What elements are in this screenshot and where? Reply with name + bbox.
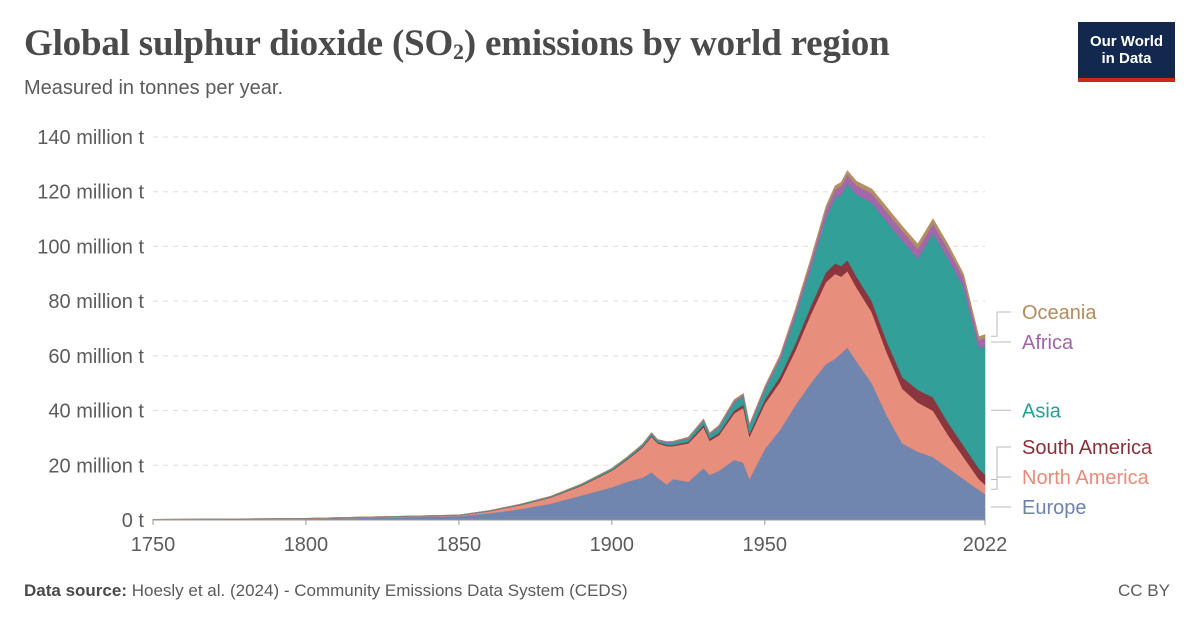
data-source: Data source: Hoesly et al. (2024) - Comm… <box>24 581 628 601</box>
x-tick-label: 1950 <box>743 534 788 556</box>
y-tick-label: 20 million t <box>48 455 144 477</box>
license-link[interactable]: CC BY <box>1118 581 1170 600</box>
y-tick-label: 140 million t <box>37 127 144 149</box>
legend-label-south-america: South America <box>1022 437 1153 459</box>
legend-connector <box>991 446 1011 481</box>
legend-label-north-america: North America <box>1022 467 1150 489</box>
x-tick-label: 1800 <box>284 534 329 556</box>
y-tick-label: 0 t <box>122 510 145 532</box>
data-source-label: Data source: <box>24 581 127 600</box>
legend-label-asia: Asia <box>1022 400 1062 422</box>
logo-line-1: Our World <box>1089 33 1164 50</box>
title-tail: ) emissions by world region <box>463 23 890 64</box>
x-tick-label: 1850 <box>437 534 482 556</box>
owid-logo[interactable]: Our World in Data <box>1078 22 1175 82</box>
y-tick-label: 80 million t <box>48 291 144 313</box>
x-tick-label: 1750 <box>131 534 176 556</box>
y-tick-label: 40 million t <box>48 401 144 423</box>
x-tick-label: 1900 <box>590 534 635 556</box>
legend-label-europe: Europe <box>1022 497 1087 519</box>
x-tick-label: 2022 <box>963 534 1008 556</box>
y-tick-label: 100 million t <box>37 236 144 258</box>
title-subscript: 2 <box>453 39 464 64</box>
title-main: Global sulphur dioxide (SO <box>24 23 454 64</box>
data-source-text: Hoesly et al. (2024) - Community Emissio… <box>126 581 628 600</box>
legend-label-africa: Africa <box>1022 332 1074 354</box>
area-series-oceania <box>152 170 986 520</box>
chart-title: Global sulphur dioxide (SO2) emissions b… <box>24 22 890 65</box>
legend-connector <box>991 476 1011 490</box>
legend-label-oceania: Oceania <box>1022 302 1097 324</box>
chart-subtitle: Measured in tonnes per year. <box>24 77 284 99</box>
y-tick-label: 60 million t <box>48 346 144 368</box>
legend-connector <box>991 311 1011 337</box>
logo-line-2: in Data <box>1101 50 1152 67</box>
y-tick-label: 120 million t <box>37 182 144 204</box>
